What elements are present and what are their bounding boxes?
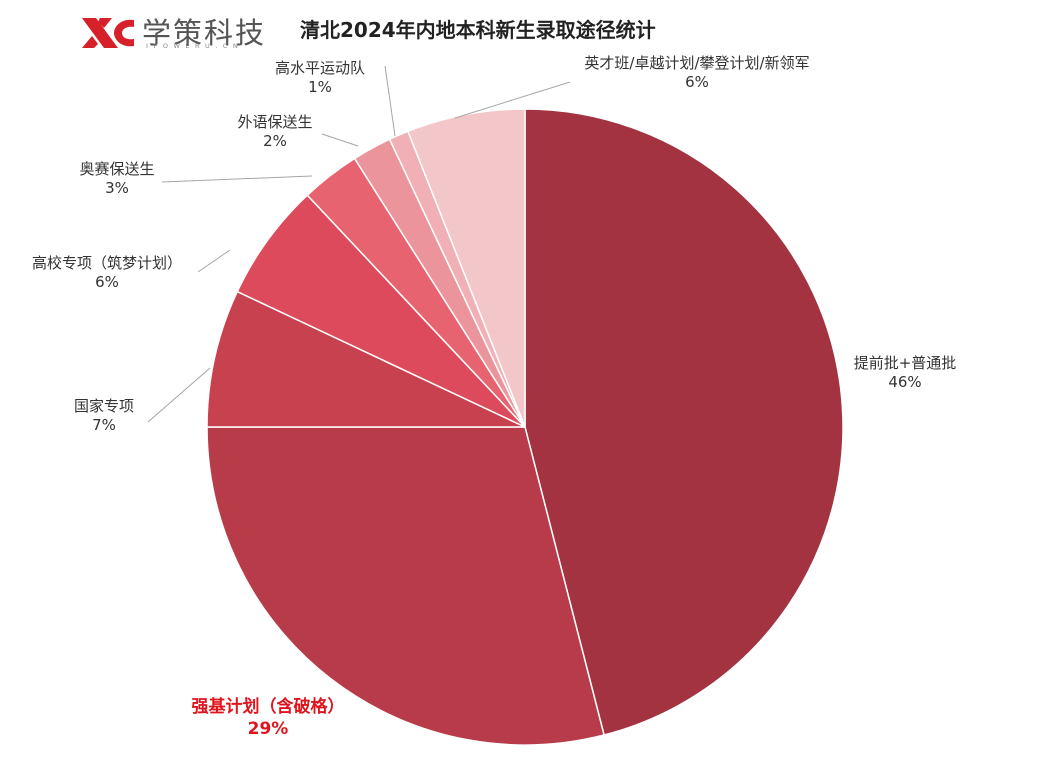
chart-title: 清北2024年内地本科新生录取途径统计 [300,18,656,42]
slice-label: 强基计划（含破格） [192,696,345,717]
slice-label: 国家专项 [74,397,134,415]
leader-lines [147,65,571,423]
slice-label: 提前批+普通批 [854,354,957,372]
slice-labels: 提前批+普通批46%强基计划（含破格）29%国家专项7%高校专项（筑梦计划）6%… [32,54,956,739]
slice-value-label: 3% [105,179,129,197]
leader-line [384,65,396,137]
slice-label: 高水平运动队 [275,59,365,77]
pie-slice [206,426,605,746]
slice-label: 奥赛保送生 [79,160,154,178]
slice-value-label: 2% [263,132,287,150]
pie-slice [236,194,526,428]
slice-value-label: 6% [685,73,709,91]
brand-domain: IPOWERU.CN [146,42,244,50]
leader-line [161,175,313,183]
pie-slice [206,290,526,428]
leader-line [454,81,571,119]
pie-slices [206,108,844,746]
brand-logo-icon [82,18,134,48]
pie-slice [524,108,844,736]
leader-line [321,133,359,147]
slice-value-label: 29% [248,719,289,739]
slice-label: 英才班/卓越计划/攀登计划/新领军 [584,54,809,72]
brand-name: 学策科技 [142,16,267,50]
slice-value-label: 1% [308,78,332,96]
leader-line [147,367,211,423]
slice-label: 高校专项（筑梦计划） [32,254,182,272]
slice-label: 外语保送生 [237,113,312,131]
slice-value-label: 46% [888,373,921,391]
leader-line [197,249,231,273]
slice-value-label: 7% [92,416,116,434]
slice-value-label: 6% [95,273,119,291]
